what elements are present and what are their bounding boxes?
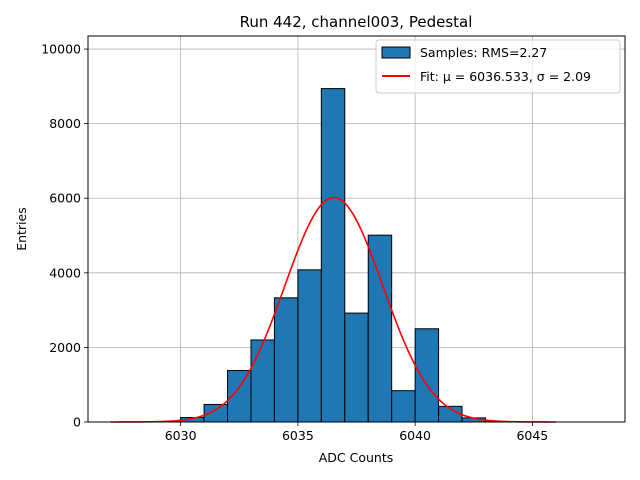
y-tick-label: 2000 [49, 340, 81, 355]
histogram-bar [250, 339, 275, 423]
legend: Samples: RMS=2.27 Fit: μ = 6036.533, σ =… [375, 39, 621, 94]
histogram-bars [156, 88, 510, 423]
legend-box [375, 39, 621, 94]
y-tick-label: 10000 [41, 42, 81, 57]
histogram-bar [320, 88, 346, 423]
x-tick-label: 6040 [399, 428, 431, 443]
x-tick-label: 6030 [165, 428, 197, 443]
x-axis-label: ADC Counts [319, 450, 394, 465]
gaussian-fit-line [110, 196, 556, 423]
legend-label-samples: Samples: RMS=2.27 [420, 45, 547, 60]
y-tick-label: 4000 [49, 265, 81, 280]
histogram-bar [297, 269, 322, 423]
y-tick-label: 6000 [49, 191, 81, 206]
x-tick-label: 6045 [516, 428, 548, 443]
x-axis-ticks: 6030 6035 6040 6045 [165, 422, 548, 443]
histogram-bar [273, 297, 299, 423]
y-axis-ticks: 0 2000 4000 6000 8000 10000 [41, 42, 88, 430]
chart-title: Run 442, channel003, Pedestal [240, 13, 473, 31]
histogram-bar [344, 312, 369, 423]
histogram-bar [367, 234, 393, 423]
plot-frame [87, 35, 626, 423]
fit-curve [110, 196, 556, 423]
histogram-bar [414, 328, 440, 423]
x-tick-label: 6035 [282, 428, 314, 443]
histogram-bar [391, 390, 416, 423]
y-tick-label: 0 [73, 415, 81, 430]
y-tick-label: 8000 [49, 116, 81, 131]
y-axis-label: Entries [14, 207, 29, 251]
legend-swatch-samples [381, 46, 411, 59]
legend-label-fit: Fit: μ = 6036.533, σ = 2.09 [420, 69, 591, 84]
